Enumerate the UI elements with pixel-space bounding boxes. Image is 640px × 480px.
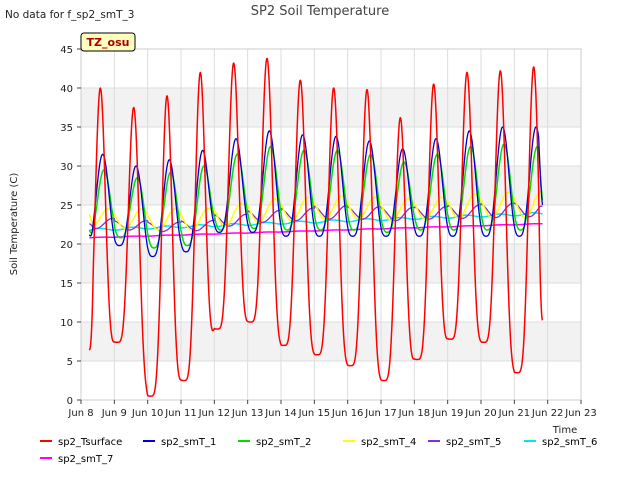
y-tick-label: 0 [67,396,73,407]
x-tick-label: Jun 13 [231,408,264,419]
background-band [81,244,581,283]
y-tick-label: 15 [60,279,73,290]
timezone-badge-label: TZ_osu [87,36,130,49]
y-tick-label: 10 [60,318,73,329]
series-lines [88,57,544,397]
timezone-badge: TZ_osu [80,32,136,52]
no-data-note: No data for f_sp2_smT_3 [5,9,134,21]
series-line-sp2_smT_2 [88,143,544,249]
y-tick-label: 25 [60,201,73,212]
x-tick-label: Jun 19 [431,408,464,419]
legend-label: sp2_smT_1 [161,437,216,448]
y-tick-label: 40 [60,84,73,95]
legend-label: sp2_Tsurface [58,437,122,448]
series-line-sp2_smT_1 [88,126,544,258]
y-axis-label: Soil Temperature (C) [9,173,20,276]
legend: sp2_Tsurface sp2_smT_1 sp2_smT_2 sp2_smT_4 s… [40,437,597,465]
chart-title: SP2 Soil Temperature [251,4,389,19]
y-tick-label: 35 [60,123,73,134]
legend-label: sp2_smT_7 [58,454,113,465]
x-tick-label: Jun 22 [531,408,564,419]
x-axis-label: Time [552,425,577,436]
x-tick-label: Jun 23 [564,408,597,419]
y-tick-label: 45 [60,45,73,56]
x-tick-label: Jun 15 [298,408,331,419]
series-line-sp2_Tsurface [88,57,544,397]
x-tick-label: Jun 12 [198,408,231,419]
x-tick-label: Jun 20 [464,408,497,419]
legend-label: sp2_smT_5 [446,437,501,448]
series-line-sp2_smT_7 [88,222,543,239]
legend-label: sp2_smT_2 [256,437,311,448]
x-axis-ticks: Jun 8 Jun 9 Jun 10 Jun 11 Jun 12 Jun 13 Jun 14… [67,400,597,419]
x-tick-label: Jun 9 [101,408,127,419]
x-tick-label: Jun 14 [264,408,297,419]
y-axis-ticks: 0 5 10 15 20 25 30 35 40 45 [60,45,81,407]
plot-frame [80,48,582,401]
x-tick-label: Jun 10 [131,408,164,419]
x-tick-label: Jun 21 [498,408,531,419]
x-tick-label: Jun 18 [398,408,431,419]
background-band [81,322,581,361]
x-tick-label: Jun 17 [364,408,397,419]
timezone-badge-box [80,32,136,52]
legend-label: sp2_smT_4 [361,437,416,448]
y-tick-label: 20 [60,240,73,251]
series-line-sp2_smT_4 [88,191,543,231]
x-tick-label: Jun 16 [331,408,364,419]
legend-label: sp2_smT_6 [542,437,597,448]
y-tick-label: 5 [67,357,73,368]
x-tick-label: Jun 11 [164,408,197,419]
x-tick-label: Jun 8 [67,408,93,419]
y-tick-label: 30 [60,162,73,173]
